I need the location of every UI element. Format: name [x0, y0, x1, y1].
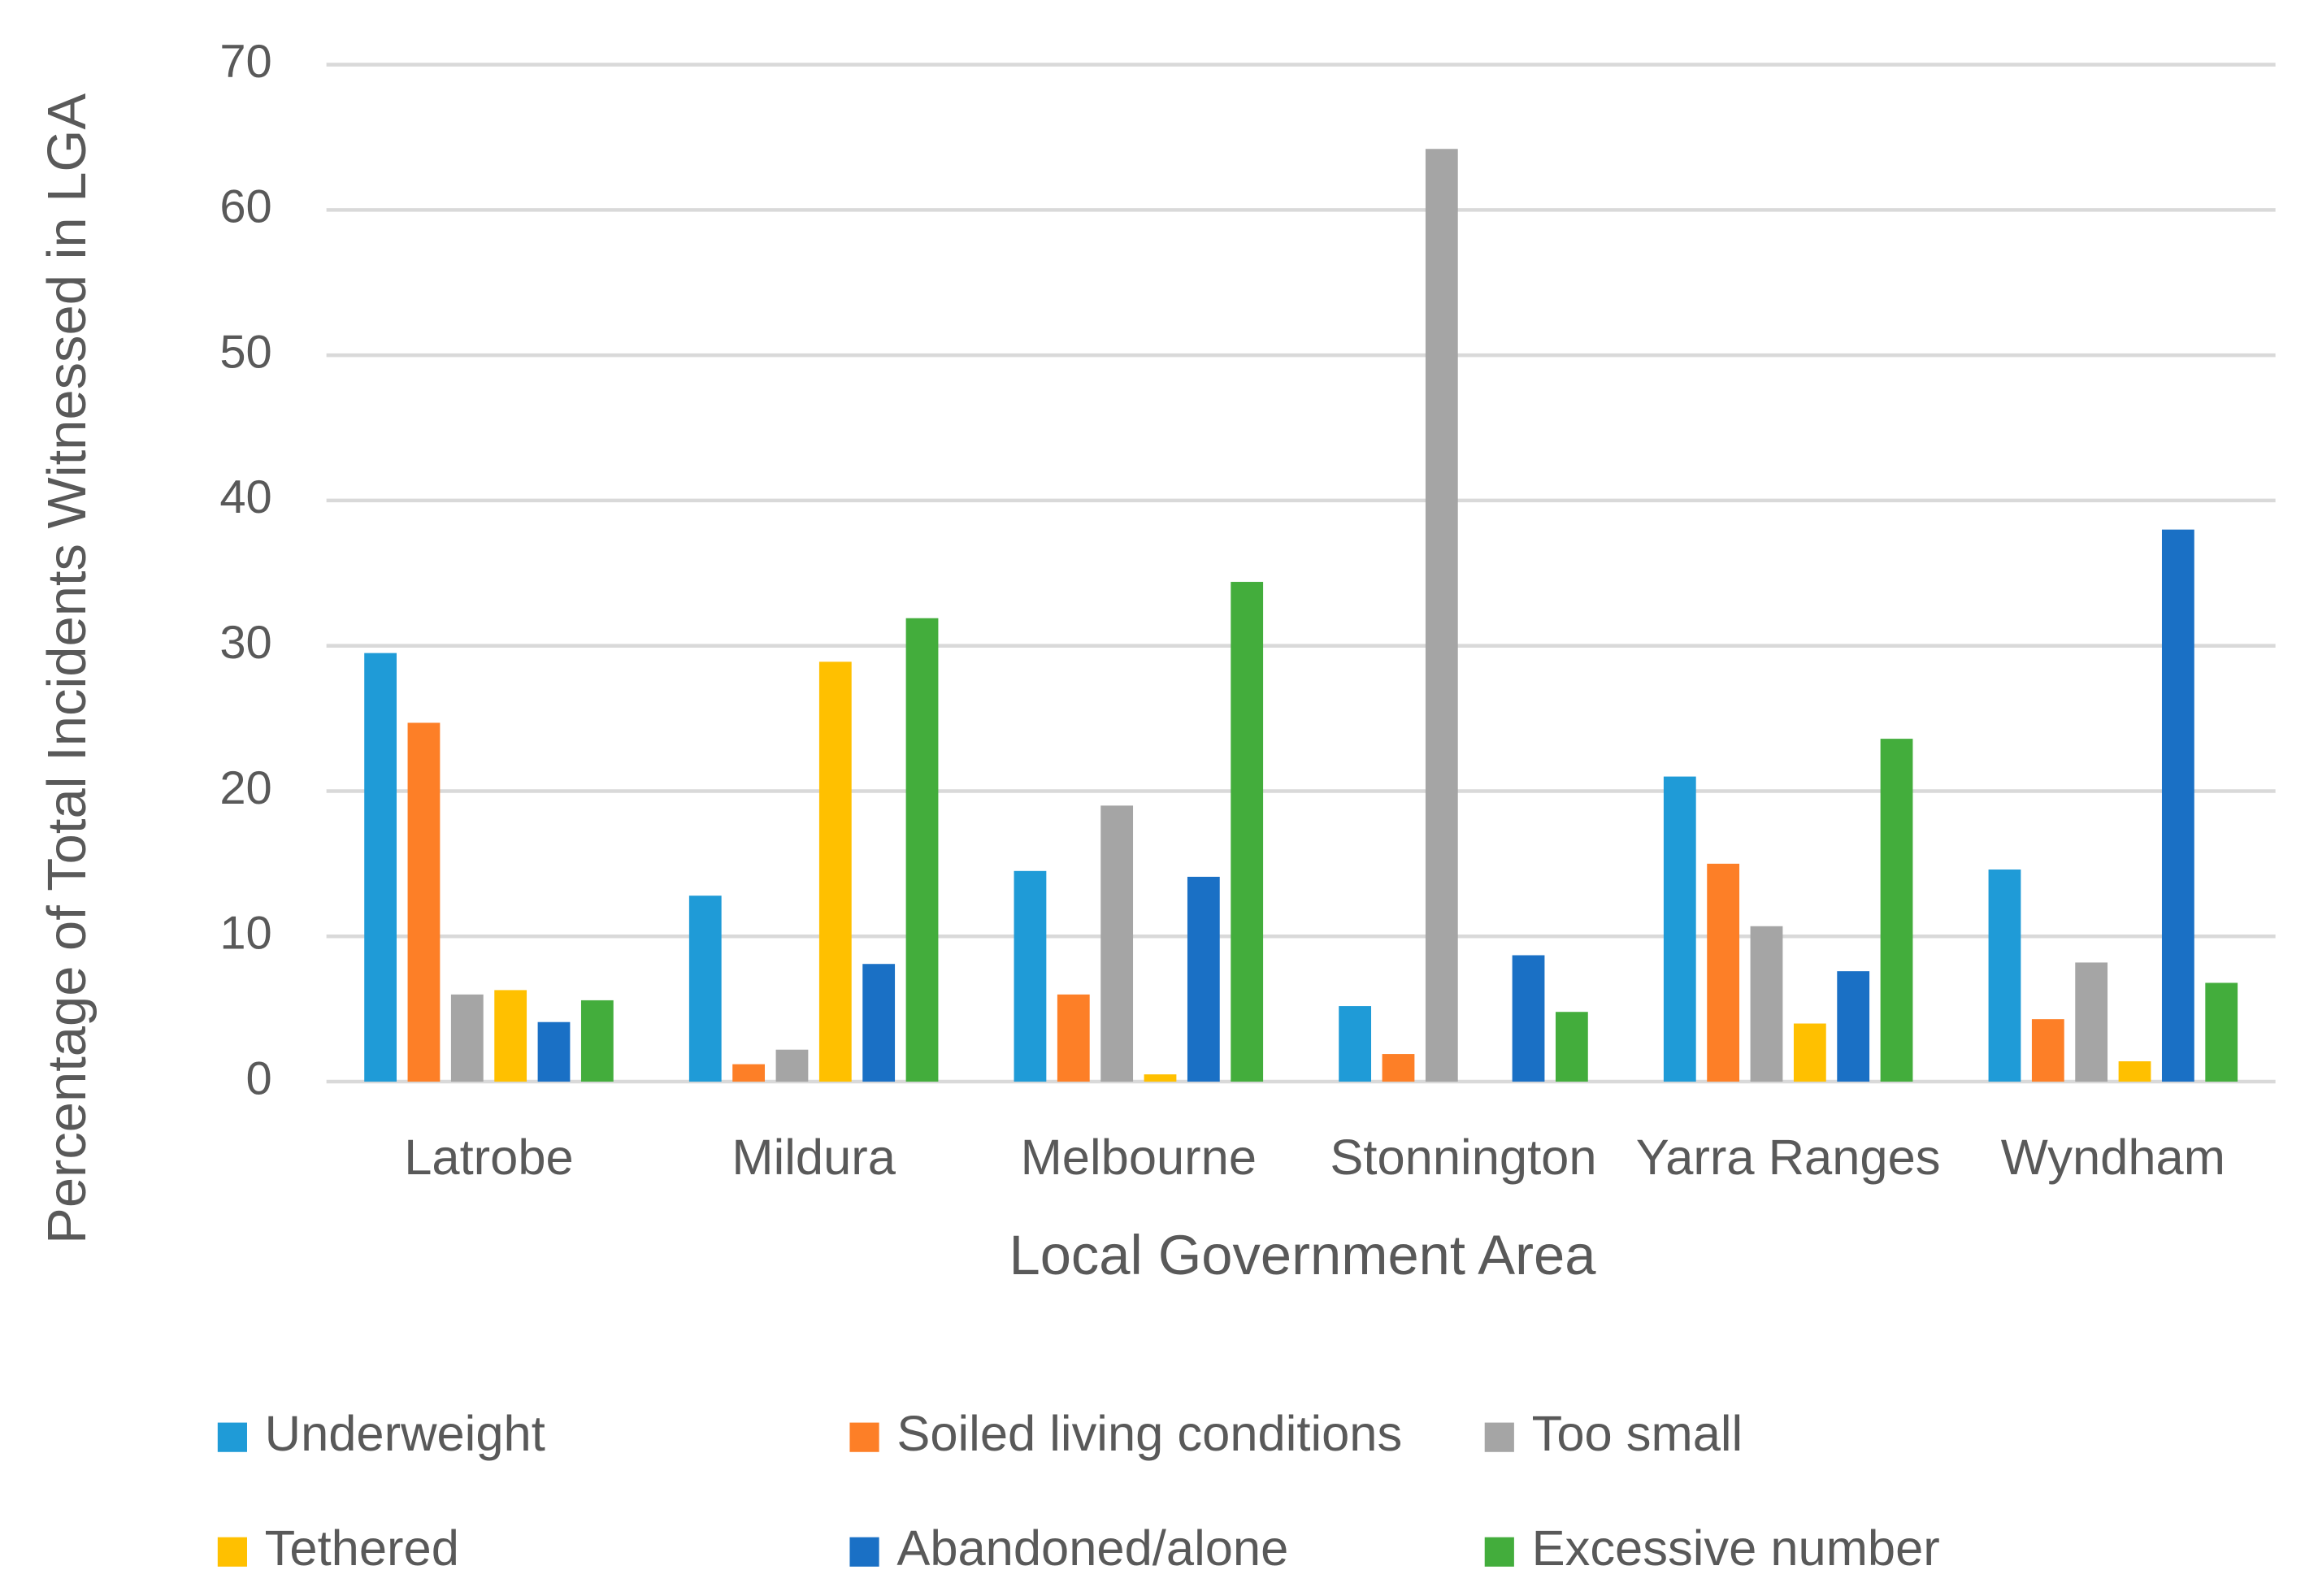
y-tick-label: 30 — [219, 617, 271, 669]
bar — [1187, 876, 1220, 1082]
legend-label: Tethered — [265, 1520, 459, 1576]
legend-label: Too small — [1532, 1406, 1743, 1462]
bar — [1512, 955, 1545, 1082]
y-tick-label: 50 — [219, 326, 271, 378]
x-tick-label: Latrobe — [404, 1130, 573, 1186]
y-tick-label: 10 — [219, 908, 271, 960]
bar — [1382, 1054, 1415, 1082]
bar — [1014, 870, 1047, 1082]
bar — [2075, 962, 2108, 1082]
y-axis-title-box: Percentage of Total Incidents Witnessed … — [37, 93, 98, 1244]
legend-swatch — [1484, 1537, 1514, 1567]
bar — [494, 990, 527, 1082]
legend-swatch — [217, 1537, 247, 1567]
y-tick-label: 20 — [219, 762, 271, 814]
bar — [1339, 1006, 1372, 1082]
bar — [1988, 870, 2021, 1082]
legend-swatch — [849, 1537, 879, 1567]
bar — [1880, 739, 1913, 1082]
bar — [2205, 982, 2238, 1082]
bar — [450, 994, 484, 1082]
y-tick-label: 0 — [246, 1052, 272, 1104]
bar — [1707, 863, 1740, 1082]
bar — [2161, 529, 2194, 1082]
legend-swatch — [1484, 1422, 1514, 1452]
bar — [905, 618, 939, 1082]
x-tick-label: Melbourne — [1021, 1130, 1257, 1186]
x-tick-label: Mildura — [731, 1130, 896, 1186]
bar — [537, 1021, 571, 1082]
bar — [688, 896, 722, 1082]
legend-swatch — [217, 1422, 247, 1452]
bar — [2031, 1019, 2064, 1082]
legend-label: Excessive number — [1532, 1520, 1940, 1576]
y-tick-label: 40 — [219, 471, 271, 523]
bar — [1144, 1074, 1177, 1082]
bar — [862, 964, 896, 1082]
bar — [1425, 149, 1458, 1082]
bar — [1750, 926, 1783, 1082]
bar — [364, 653, 397, 1082]
bar — [732, 1064, 766, 1082]
legend-label: Underweight — [265, 1406, 545, 1462]
bar — [1555, 1012, 1588, 1082]
bar — [1231, 582, 1264, 1082]
legend-label: Soiled living conditions — [896, 1406, 1402, 1462]
y-tick-label: 60 — [219, 181, 271, 233]
bar — [818, 661, 852, 1082]
bar — [775, 1049, 809, 1082]
bar — [1793, 1023, 1826, 1082]
bar — [1663, 776, 1696, 1082]
bar — [1100, 805, 1134, 1082]
y-tick-label: 70 — [219, 36, 271, 88]
x-axis-title: Local Government Area — [1009, 1224, 1596, 1286]
bar — [2118, 1061, 2151, 1082]
bar — [580, 1000, 614, 1082]
legend-swatch — [849, 1422, 879, 1452]
legend-label: Abandoned/alone — [896, 1520, 1288, 1576]
bar — [407, 722, 441, 1082]
bar — [1057, 994, 1090, 1082]
x-tick-label: Wyndham — [2001, 1130, 2225, 1186]
y-axis-title: Percentage of Total Incidents Witnessed … — [37, 93, 98, 1244]
x-tick-label: Stonnington — [1330, 1130, 1596, 1186]
bar — [1837, 971, 1870, 1082]
x-tick-label: Yarra Ranges — [1636, 1130, 1941, 1186]
